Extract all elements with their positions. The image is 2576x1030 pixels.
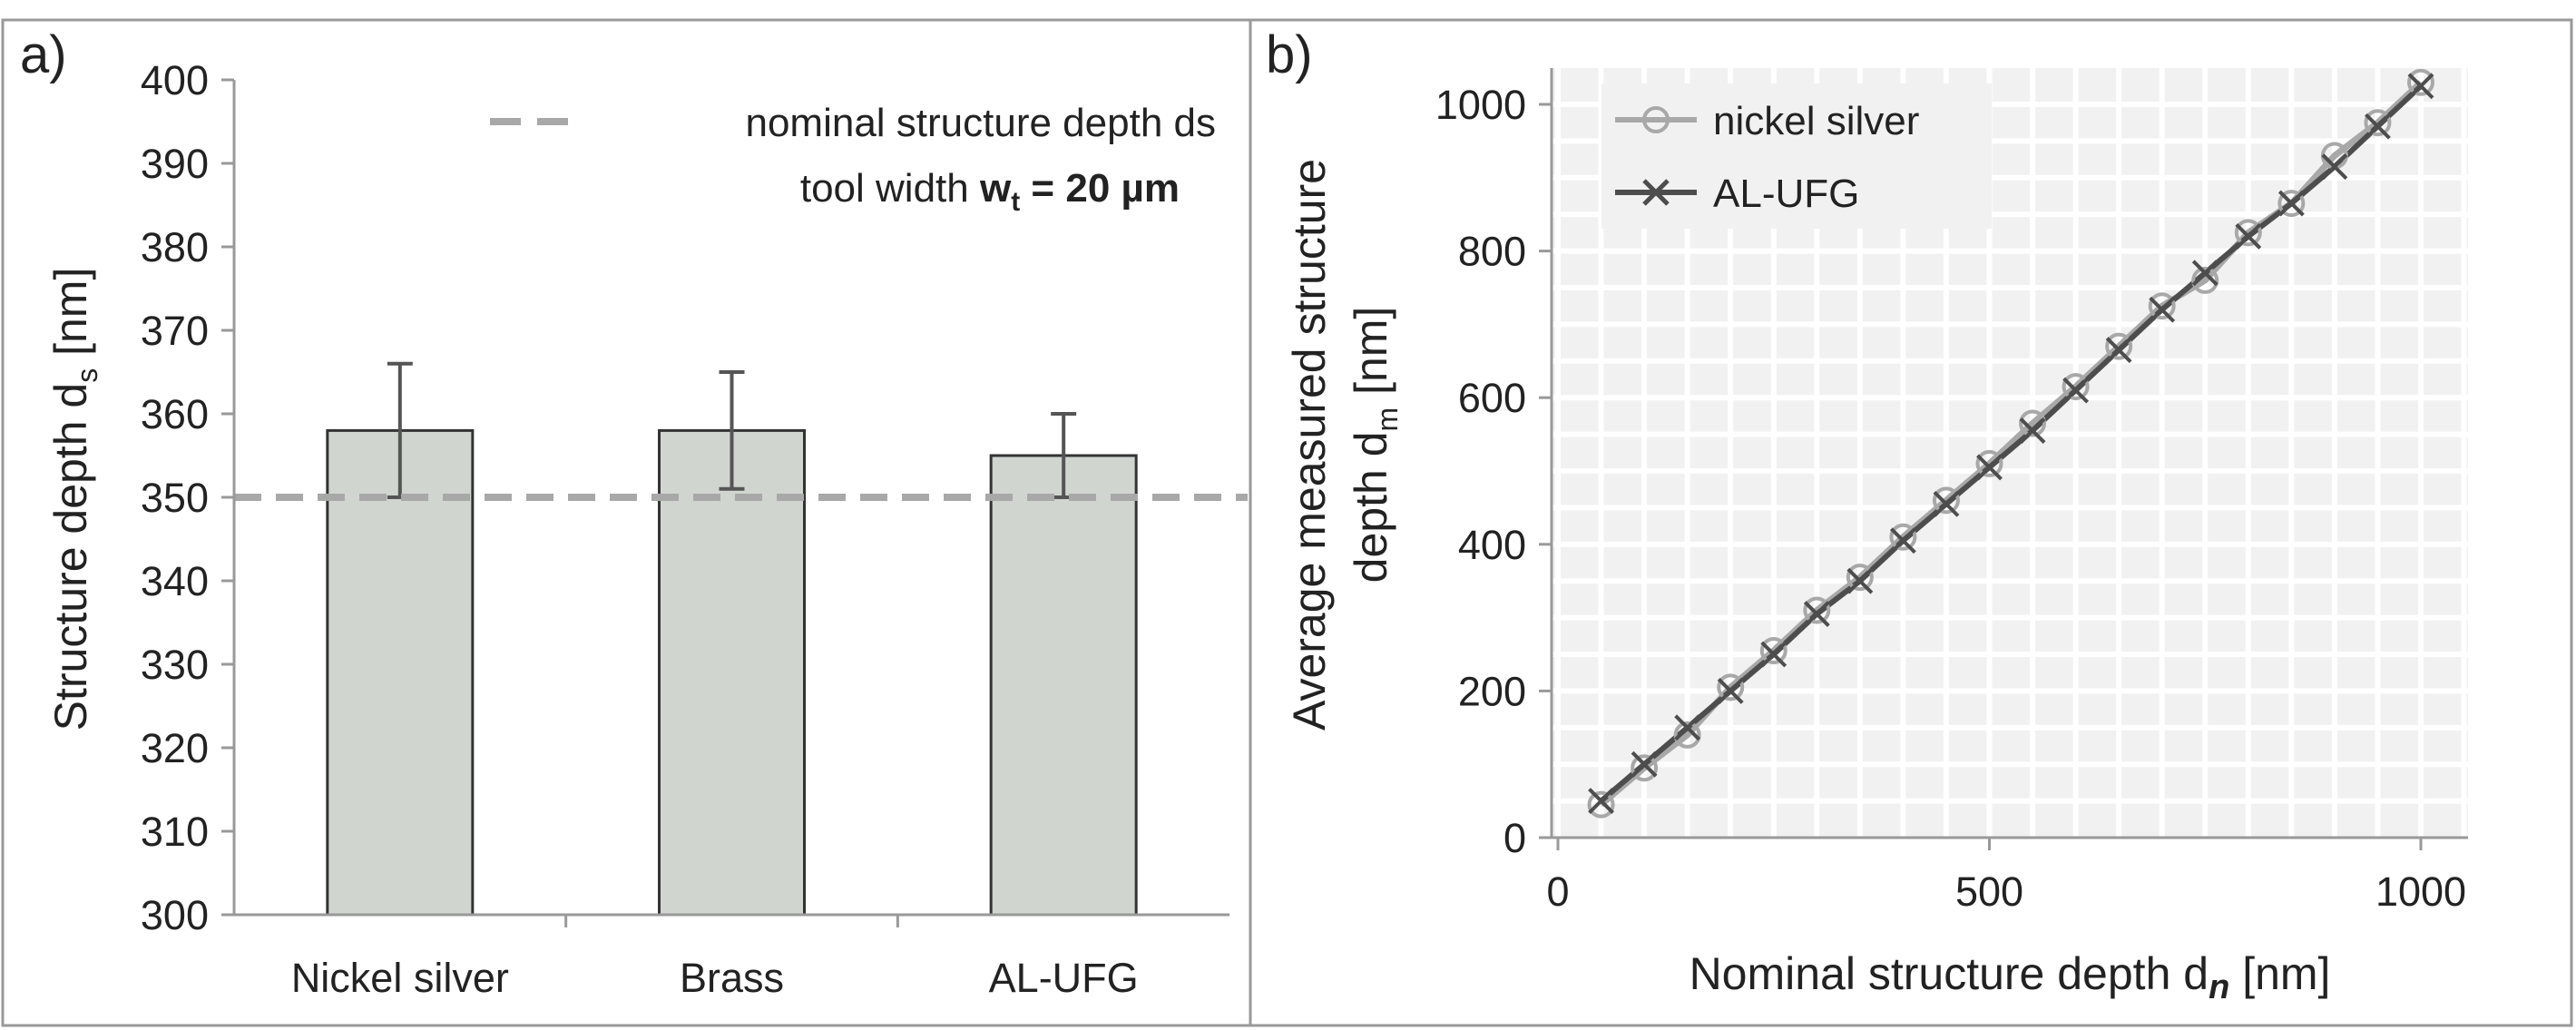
y-tick-label-7: 370 [141, 308, 209, 354]
panel-b-y-ticks: 0 200 400 600 800 1000 [1435, 82, 1552, 861]
point-0-10 [2019, 409, 2047, 437]
panel-b-x-axis-title: Nominal structure depth dn [nm] [1690, 948, 2331, 1006]
point-0-1 [1631, 754, 1659, 782]
b-y-tick-label-5: 1000 [1435, 82, 1526, 128]
point-0-9 [1975, 449, 2003, 477]
panel-a-bar-chart: a) 300 310 320 330 340 350 360 370 380 390 400 Nic… [1, 18, 1252, 1027]
legend-nickel-silver-marker [1642, 106, 1670, 133]
point-1-16 [2277, 190, 2305, 217]
point-0-16 [2277, 190, 2306, 218]
point-1-15 [2235, 223, 2262, 250]
panel-a-y-ticks: 300 310 320 330 340 350 360 370 380 390 400 [141, 57, 234, 938]
point-0-15 [2234, 219, 2262, 247]
y-tick-label-5: 350 [141, 475, 209, 521]
panel-b-series [1587, 68, 2434, 819]
panel-b-frame [1249, 18, 2573, 1027]
panel-b-x-ticks: 0 500 1000 [1546, 838, 2466, 915]
b-y-tick-label-1: 200 [1458, 668, 1526, 714]
legend-nickel-silver-label: nickel silver [1713, 99, 1919, 143]
point-1-13 [2149, 296, 2176, 323]
point-0-19 [2407, 68, 2434, 96]
b-y-tick-label-0: 0 [1503, 815, 1526, 861]
point-0-2 [1673, 721, 1701, 749]
bar-2 [989, 454, 1138, 917]
point-1-14 [2191, 260, 2218, 287]
legend-al-ufg-label: AL-UFG [1713, 172, 1859, 216]
y-tick-label-4: 340 [141, 558, 209, 604]
point-1-17 [2321, 153, 2348, 181]
panel-a-y-axis-title: Structure depth ds [nm] [45, 268, 103, 731]
panel-b-label: b) [1266, 25, 1313, 84]
y-tick-label-3: 330 [141, 642, 209, 688]
panel-b-y-axis-title-line2: depth dm [nm] [1346, 307, 1404, 584]
point-1-6 [1846, 567, 1874, 594]
point-0-13 [2148, 292, 2176, 320]
point-1-4 [1760, 641, 1788, 668]
b-y-tick-label-4: 800 [1458, 229, 1526, 275]
b-y-tick-label-2: 400 [1458, 522, 1526, 568]
point-1-11 [2062, 377, 2090, 404]
point-0-5 [1803, 596, 1831, 624]
point-0-6 [1846, 564, 1874, 592]
x-category-label-2: AL-UFG [989, 955, 1139, 1001]
b-x-tick-label-1: 500 [1955, 868, 2023, 915]
y-tick-label-2: 320 [141, 725, 209, 771]
point-0-18 [2364, 109, 2392, 137]
point-1-2 [1674, 714, 1701, 741]
point-1-10 [2019, 417, 2046, 444]
y-tick-label-8: 380 [141, 224, 209, 270]
y-tick-label-0: 300 [141, 892, 209, 938]
panel-a-x-ticks: Nickel silver Brass AL-UFG [291, 915, 1139, 1001]
point-1-8 [1933, 490, 1960, 517]
point-1-12 [2105, 337, 2132, 364]
y-tick-label-9: 390 [141, 141, 209, 187]
x-category-label-1: Brass [680, 955, 784, 1001]
b-x-tick-label-0: 0 [1546, 868, 1569, 915]
bar-0 [326, 428, 475, 917]
point-1-19 [2407, 73, 2434, 100]
point-0-7 [1889, 523, 1917, 551]
y-tick-label-6: 360 [141, 391, 209, 437]
point-1-7 [1889, 527, 1916, 554]
tool-width-annotation: tool width wt = 20 µm [800, 166, 1180, 217]
panel-a-bars [326, 428, 1138, 917]
point-0-12 [2105, 332, 2133, 360]
b-x-tick-label-2: 1000 [2375, 868, 2466, 915]
point-0-4 [1759, 636, 1788, 664]
b-y-tick-label-3: 600 [1458, 375, 1526, 421]
point-0-14 [2191, 266, 2219, 294]
legend-al-ufg-marker [1642, 179, 1670, 206]
point-0-0 [1587, 790, 1615, 819]
point-1-0 [1588, 788, 1614, 815]
point-1-5 [1803, 601, 1830, 627]
bar-1 [658, 428, 806, 917]
point-0-3 [1717, 673, 1745, 701]
point-1-1 [1631, 750, 1658, 778]
panel-b-y-axis-title-line1: Average measured structure [1284, 159, 1335, 731]
x-category-label-0: Nickel silver [291, 955, 509, 1001]
point-1-18 [2365, 113, 2391, 140]
y-tick-label-1: 310 [141, 809, 209, 855]
legend-reference-label: nominal structure depth ds [745, 101, 1216, 145]
point-1-3 [1717, 677, 1744, 704]
point-0-8 [1932, 486, 1960, 515]
y-tick-label-10: 400 [141, 57, 209, 103]
point-0-11 [2062, 373, 2090, 401]
panel-b-grid [1552, 68, 2468, 838]
point-1-9 [1976, 454, 2003, 481]
panel-b-line-chart: b) 0 200 400 600 800 1000 0 500 1000 Nominal st… [1249, 18, 2573, 1027]
panel-a-label: a) [20, 25, 67, 84]
